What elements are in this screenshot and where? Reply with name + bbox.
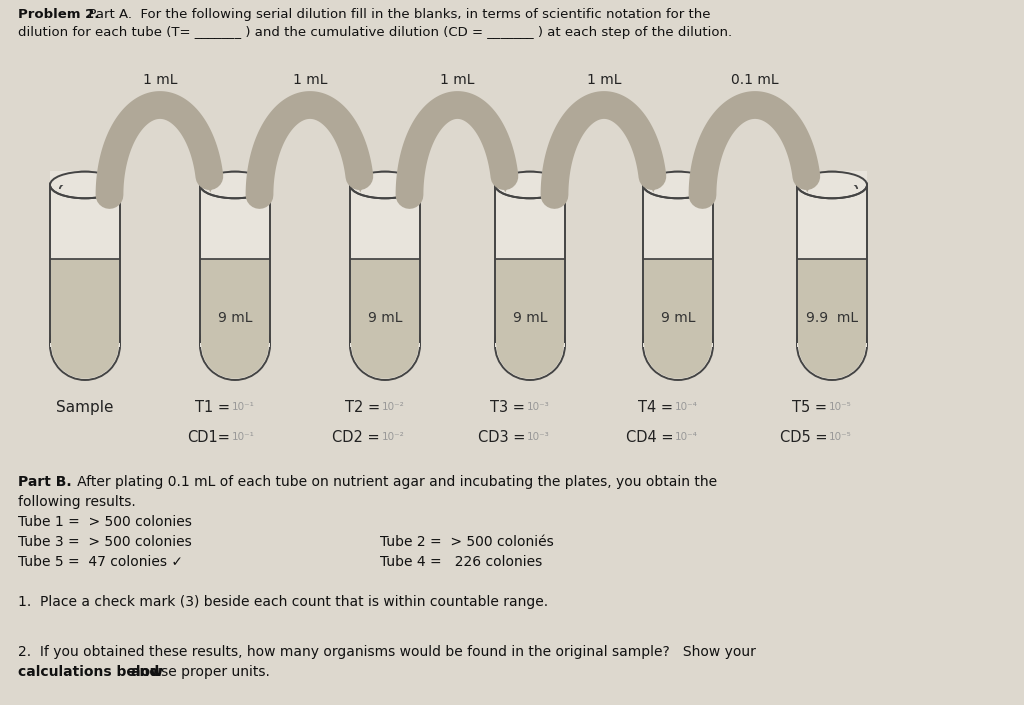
Text: Tube 4 =   226 colonies: Tube 4 = 226 colonies bbox=[380, 555, 543, 569]
Text: CD2 =: CD2 = bbox=[333, 430, 380, 445]
Text: 10⁻¹: 10⁻¹ bbox=[232, 402, 255, 412]
Text: 2.  If you obtained these results, how many organisms would be found in the orig: 2. If you obtained these results, how ma… bbox=[18, 645, 756, 659]
Text: 9 mL: 9 mL bbox=[513, 311, 547, 324]
Ellipse shape bbox=[495, 310, 565, 380]
Bar bbox=[643, 171, 713, 185]
Text: 9.9  mL: 9.9 mL bbox=[806, 311, 858, 324]
Text: After plating 0.1 mL of each tube on nutrient agar and incubating the plates, yo: After plating 0.1 mL of each tube on nut… bbox=[63, 475, 717, 489]
Text: Tube 2 =  > 500 coloniés: Tube 2 = > 500 coloniés bbox=[380, 535, 554, 549]
Text: calculations below: calculations below bbox=[18, 665, 168, 679]
Ellipse shape bbox=[643, 172, 713, 198]
Bar bbox=[643, 185, 713, 345]
Text: T5 =: T5 = bbox=[792, 400, 827, 415]
Ellipse shape bbox=[200, 172, 270, 198]
Ellipse shape bbox=[350, 172, 420, 198]
Bar bbox=[50, 171, 120, 185]
Text: 10⁻⁵: 10⁻⁵ bbox=[829, 402, 852, 412]
Text: 1 mL: 1 mL bbox=[440, 73, 475, 87]
Text: T4 =: T4 = bbox=[638, 400, 673, 415]
Text: Problem 2.: Problem 2. bbox=[18, 8, 99, 21]
Text: Tube 1 =  > 500 colonies: Tube 1 = > 500 colonies bbox=[18, 515, 191, 529]
Bar bbox=[200, 185, 270, 345]
Ellipse shape bbox=[643, 310, 713, 380]
Ellipse shape bbox=[51, 312, 119, 379]
Text: 10⁻⁴: 10⁻⁴ bbox=[675, 432, 698, 442]
Text: 10⁻²: 10⁻² bbox=[382, 432, 404, 442]
Bar bbox=[797, 185, 867, 345]
Bar bbox=[350, 185, 420, 345]
Text: 9 mL: 9 mL bbox=[660, 311, 695, 324]
Bar bbox=[495, 185, 565, 345]
Text: CD3 =: CD3 = bbox=[477, 430, 525, 445]
Text: T1 =: T1 = bbox=[195, 400, 230, 415]
Ellipse shape bbox=[50, 172, 120, 198]
Bar bbox=[200, 171, 270, 185]
Text: T3 =: T3 = bbox=[490, 400, 525, 415]
Bar bbox=[644, 259, 712, 345]
Text: 10⁻³: 10⁻³ bbox=[527, 432, 550, 442]
Text: 10⁻⁴: 10⁻⁴ bbox=[675, 402, 698, 412]
Ellipse shape bbox=[495, 172, 565, 198]
Ellipse shape bbox=[200, 310, 270, 380]
Bar bbox=[497, 259, 563, 345]
Bar bbox=[50, 185, 120, 345]
Ellipse shape bbox=[797, 172, 867, 198]
Ellipse shape bbox=[799, 312, 865, 379]
Text: and: and bbox=[130, 665, 160, 679]
Text: Tube 5 =  47 colonies ✓: Tube 5 = 47 colonies ✓ bbox=[18, 555, 183, 569]
Text: T2 =: T2 = bbox=[345, 400, 380, 415]
Bar bbox=[202, 259, 268, 345]
Text: 9 mL: 9 mL bbox=[368, 311, 402, 324]
Text: 1 mL: 1 mL bbox=[587, 73, 622, 87]
Ellipse shape bbox=[351, 312, 419, 379]
Text: 10⁻²: 10⁻² bbox=[382, 402, 404, 412]
Text: CD4 =: CD4 = bbox=[626, 430, 673, 445]
Text: 10⁻⁵: 10⁻⁵ bbox=[829, 432, 852, 442]
Text: 0.1 mL: 0.1 mL bbox=[731, 73, 779, 87]
Ellipse shape bbox=[350, 310, 420, 380]
Text: 1 mL: 1 mL bbox=[293, 73, 328, 87]
Text: Part B.: Part B. bbox=[18, 475, 72, 489]
Ellipse shape bbox=[644, 312, 712, 379]
Text: 1.  Place a check mark (3) beside each count that is within countable range.: 1. Place a check mark (3) beside each co… bbox=[18, 595, 548, 609]
Text: use proper units.: use proper units. bbox=[147, 665, 269, 679]
Ellipse shape bbox=[797, 310, 867, 380]
Text: 10⁻¹: 10⁻¹ bbox=[232, 432, 255, 442]
Text: following results.: following results. bbox=[18, 495, 136, 509]
Bar bbox=[51, 259, 119, 345]
Text: CD1=: CD1= bbox=[187, 430, 230, 445]
Bar bbox=[350, 171, 420, 185]
Ellipse shape bbox=[202, 312, 268, 379]
Text: 10⁻³: 10⁻³ bbox=[527, 402, 550, 412]
Text: 1 mL: 1 mL bbox=[142, 73, 177, 87]
Text: Tube 3 =  > 500 colonies: Tube 3 = > 500 colonies bbox=[18, 535, 191, 549]
Ellipse shape bbox=[50, 310, 120, 380]
Text: Part A.  For the following serial dilution fill in the blanks, in terms of scien: Part A. For the following serial dilutio… bbox=[80, 8, 711, 21]
Text: 9 mL: 9 mL bbox=[218, 311, 252, 324]
Ellipse shape bbox=[497, 312, 563, 379]
Bar bbox=[799, 259, 865, 345]
Bar bbox=[495, 171, 565, 185]
Text: dilution for each tube (T= _______ ) and the cumulative dilution (CD = _______ ): dilution for each tube (T= _______ ) and… bbox=[18, 26, 732, 39]
Bar bbox=[351, 259, 419, 345]
Text: CD5 =: CD5 = bbox=[779, 430, 827, 445]
Text: Sample: Sample bbox=[56, 400, 114, 415]
Bar bbox=[797, 171, 867, 185]
